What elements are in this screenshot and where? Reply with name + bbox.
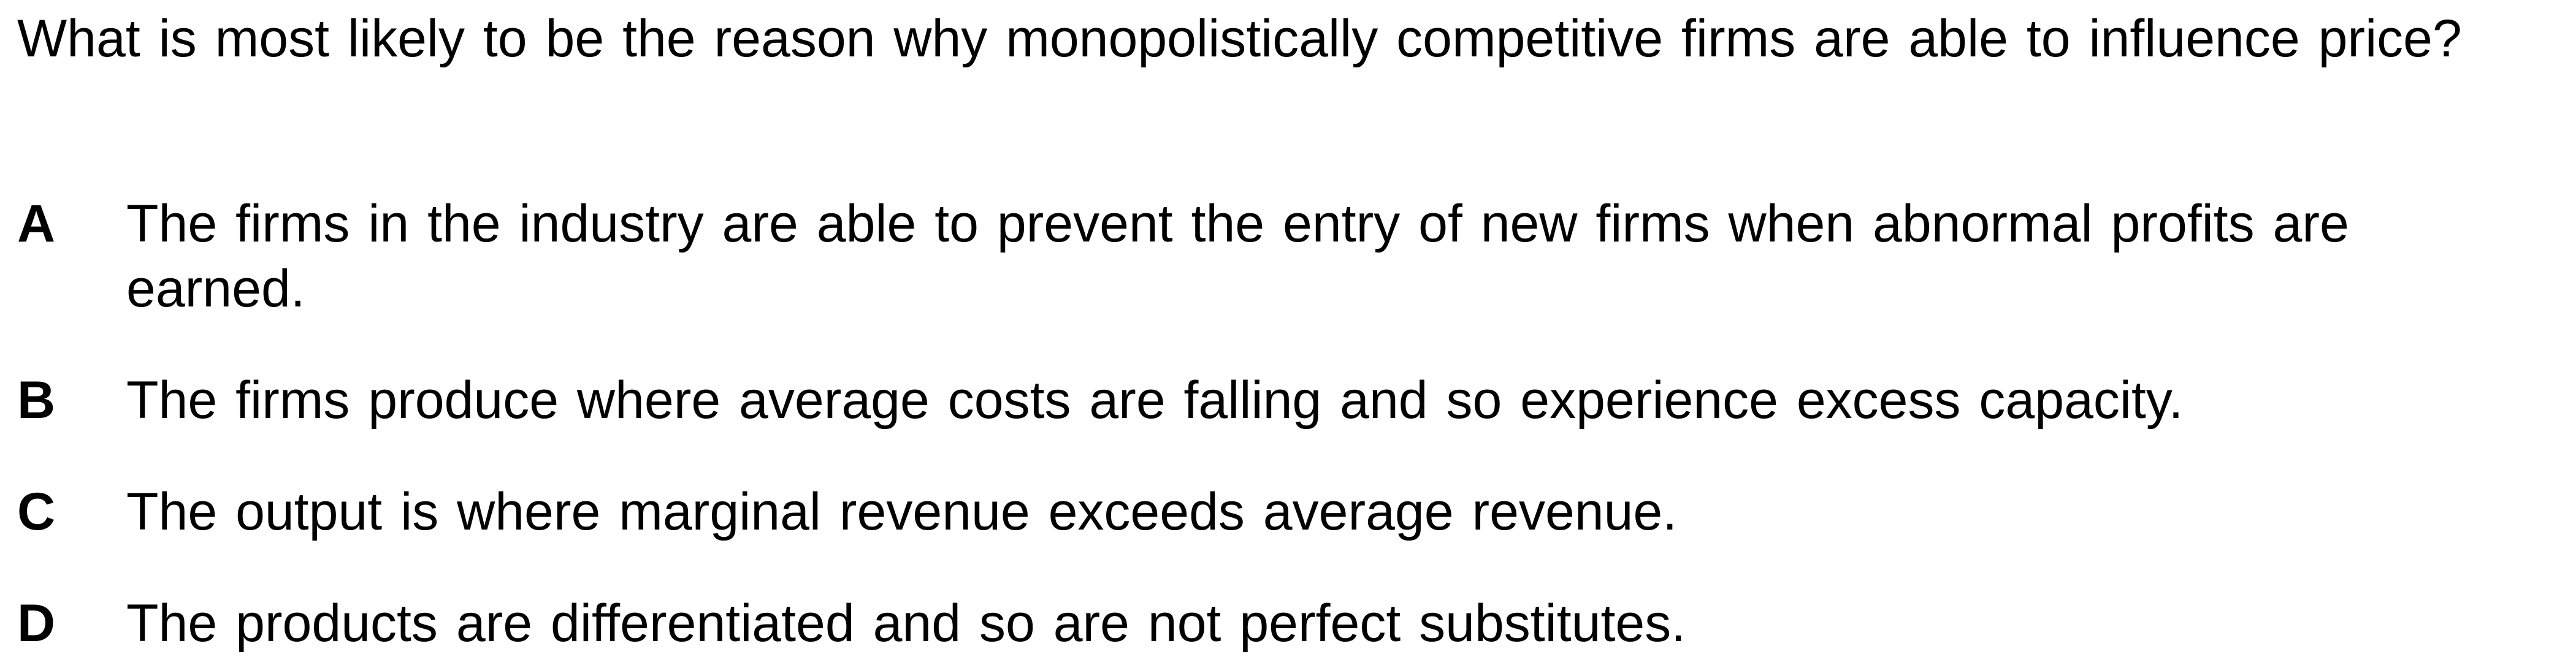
option-letter: B <box>17 371 56 430</box>
option-letter: C <box>17 482 56 541</box>
option-letter: A <box>17 194 56 253</box>
option-text: The firms produce where average costs ar… <box>126 371 2184 430</box>
option-letter: D <box>17 594 56 653</box>
question-text: What is most likely to be the reason why… <box>17 9 2462 68</box>
option-text: The products are differentiated and so a… <box>126 594 1686 653</box>
option-text: The firms in the industry are able to pr… <box>126 194 2349 318</box>
option-text: The output is where marginal revenue exc… <box>126 482 1678 541</box>
